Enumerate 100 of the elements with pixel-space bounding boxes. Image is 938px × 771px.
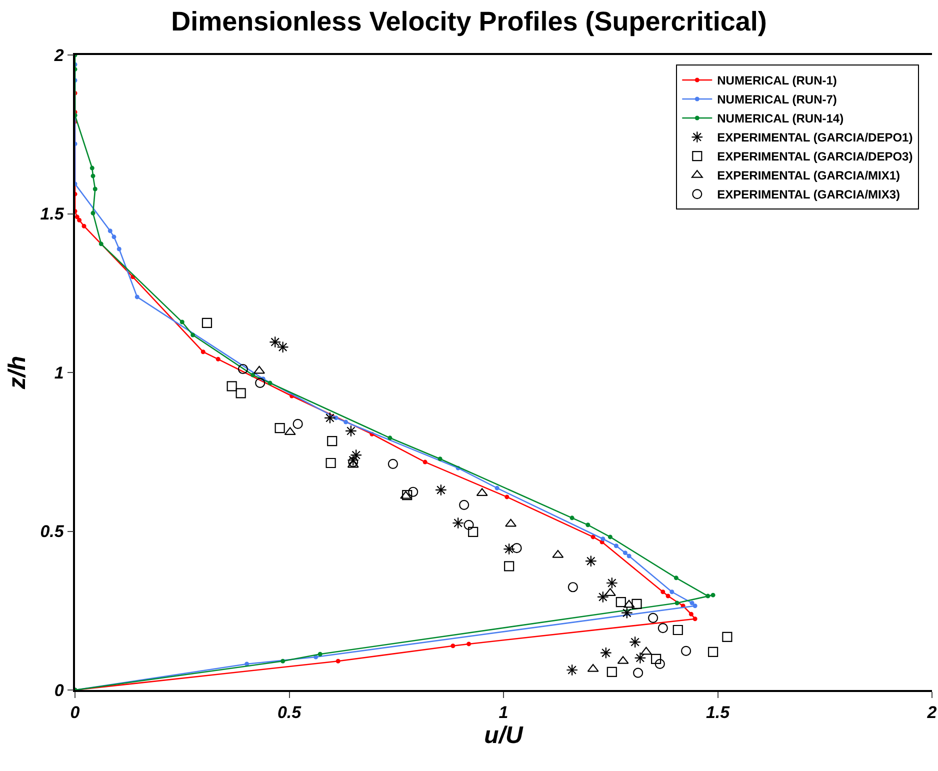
point [600,646,612,659]
point [190,332,196,338]
legend-label: EXPERIMENTAL (GARCIA/DEPO3) [717,150,913,164]
point [75,214,80,220]
point [116,246,122,252]
point [622,550,628,556]
point [584,555,597,568]
point [706,594,710,598]
point [200,350,206,354]
point [92,186,98,192]
point [504,494,510,500]
point [82,224,86,228]
legend-label: EXPERIMENTAL (GARCIA/MIX1) [717,168,900,183]
point [512,543,522,554]
point [408,486,418,497]
point [614,544,618,548]
y-tick-label: 0 [54,680,64,700]
point [710,592,716,598]
point [438,456,442,462]
point [692,604,698,608]
point [634,652,646,664]
point [318,652,322,656]
point [468,526,478,537]
point [688,612,694,616]
point [202,318,212,328]
point [658,623,668,634]
x-tick-label: 0.5 [277,703,302,722]
point [326,458,336,468]
y-tick-label: 0.5 [40,522,64,542]
point [626,554,632,558]
x-tick-label: 2 [926,703,938,722]
point [422,460,428,464]
point [672,624,683,636]
point [586,522,590,528]
chart-title: Dimensionless Velocity Profiles (Supercritical) [171,6,767,36]
point [324,412,336,424]
point [90,210,96,216]
point [268,380,272,386]
point [623,600,635,608]
point [606,577,618,589]
point [680,646,692,656]
point [690,600,694,606]
point [590,534,596,540]
y-tick-label: 1.5 [40,204,64,224]
point [280,658,286,664]
x-tick-label: 1.5 [706,703,730,722]
point [608,534,612,540]
y-tick-label: 1 [54,363,64,382]
point [112,234,116,240]
point [255,378,266,388]
point [180,320,184,324]
point [236,388,246,398]
point [570,516,574,520]
point [566,664,578,676]
point [274,423,285,434]
x-tick-label: 0 [70,703,80,722]
point [90,174,96,178]
point [692,616,698,622]
point [459,500,470,510]
point [674,576,678,580]
point [269,336,282,348]
point [98,242,104,246]
point [134,294,140,300]
point [292,418,303,429]
point [722,632,732,642]
point [616,597,626,608]
point [250,372,256,378]
legend-label: EXPERIMENTAL (GARCIA/MIX3) [717,188,900,202]
point [90,166,94,170]
point [450,644,456,648]
point [708,646,718,657]
point [216,356,220,362]
point [503,543,516,555]
legend-label: EXPERIMENTAL (GARCIA/DEPO1) [717,130,913,145]
y-axis-title: z/h [4,356,31,390]
point [666,594,670,598]
point [620,606,633,619]
point [633,668,644,678]
point [674,600,680,606]
point [108,228,112,234]
point [327,436,338,446]
point [345,424,357,437]
point [504,561,514,572]
y-tick-label: 2 [53,46,64,65]
point [632,598,642,610]
point [77,218,82,222]
point [660,590,666,594]
point [388,458,398,469]
point [494,486,500,490]
point [276,341,289,354]
point [464,520,474,530]
point [466,642,472,646]
point [336,658,340,664]
point [505,518,517,527]
point [452,517,464,529]
point [434,484,447,496]
point [344,420,348,424]
x-tick-label: 1 [498,703,508,722]
point [670,590,674,594]
point [350,449,362,461]
